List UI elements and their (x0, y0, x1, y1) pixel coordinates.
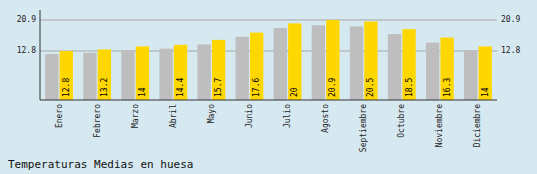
x-tick-label: Diciembre (473, 104, 482, 148)
data-labels: 12.8 13.2 14 14.4 15.7 17.6 20 20.9 20.5 18.5 16.3… (62, 78, 490, 97)
chart: 12.8 13.2 14 14.4 15.7 17.6 20 20.9 20.5 18.5 16.3… (0, 0, 537, 174)
bar (350, 26, 363, 100)
title: Temperaturas Medias en huesa (8, 158, 193, 171)
x-tick-label: Noviembre (435, 104, 444, 148)
x-tick-label: Junio (245, 104, 254, 128)
y-tick-label: 12.8 (17, 46, 36, 55)
x-tick-label: Febrero (93, 104, 102, 138)
bar (288, 23, 301, 100)
bar (388, 34, 401, 100)
x-tick-label: Abril (169, 104, 178, 128)
bar (236, 37, 249, 100)
x-tick-label: Julio (283, 104, 292, 128)
data-label: 16.3 (443, 78, 452, 97)
bar (212, 40, 225, 100)
bar (98, 49, 111, 100)
y-tick-label: 20.9 (501, 15, 520, 24)
x-tick-label: Enero (55, 104, 64, 128)
data-label: 15.7 (214, 78, 223, 97)
bar (364, 21, 377, 100)
bar (60, 51, 73, 100)
x-tick-label: Octubre (397, 104, 406, 138)
grid-line (40, 19, 497, 20)
bar (159, 49, 172, 100)
data-label: 13.2 (100, 78, 109, 97)
bar (250, 33, 263, 100)
bar (479, 46, 492, 100)
x-axis: Enero Febrero Marzo Abril Mayo Junio Julio Agos… (55, 104, 483, 152)
data-label: 17.6 (252, 78, 261, 97)
bar (464, 50, 477, 100)
bar (440, 38, 453, 100)
x-tick-label: Mayo (207, 104, 216, 123)
data-label: 12.8 (62, 78, 71, 97)
bar (121, 50, 134, 100)
bars (45, 20, 492, 100)
bar (136, 46, 149, 100)
data-label: 20.5 (366, 78, 375, 97)
data-label: 20.9 (328, 78, 337, 97)
chart-container: 12.8 13.2 14 14.4 15.7 17.6 20 20.9 20.5 18.5 16.3… (0, 0, 537, 174)
data-label: 14 (481, 87, 490, 97)
x-tick-label: Marzo (131, 104, 140, 128)
x-tick-label: Agosto (321, 104, 330, 133)
y-tick-label: 20.9 (17, 15, 36, 24)
bar (83, 53, 96, 100)
x-axis-line (40, 99, 497, 100)
bar (174, 45, 187, 100)
y-axis-line (40, 10, 41, 100)
bar (45, 54, 58, 100)
bar (274, 28, 287, 100)
bar (326, 20, 339, 100)
bar (402, 29, 415, 100)
bar (426, 43, 439, 100)
bar (197, 44, 210, 100)
data-label: 20 (290, 87, 299, 97)
data-label: 14.4 (176, 78, 185, 97)
bar (312, 25, 325, 100)
y-axis: 12.8 12.8 20.9 20.9 (17, 15, 521, 55)
data-label: 18.5 (405, 78, 414, 97)
y-tick-label: 12.8 (501, 46, 520, 55)
x-tick-label: Septiembre (359, 104, 368, 152)
data-label: 14 (138, 87, 147, 97)
